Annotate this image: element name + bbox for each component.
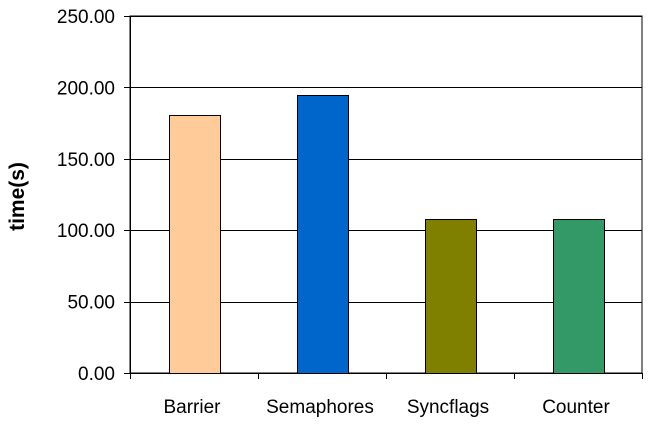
x-tick-label: Syncflags: [407, 397, 489, 418]
x-tick-label: Barrier: [163, 397, 221, 418]
y-tick-label: 100.00: [57, 221, 115, 242]
x-tick-label: Counter: [542, 397, 610, 418]
bar-semaphores: [297, 95, 349, 374]
bar-barrier: [169, 115, 221, 374]
bars: [169, 95, 605, 374]
y-tick-label: 0.00: [78, 364, 115, 385]
bar-syncflags: [425, 219, 477, 374]
x-axis-tick-labels: Barrier Semaphores Syncflags Counter: [163, 397, 610, 418]
y-tick-label: 150.00: [57, 150, 115, 171]
x-tick-label: Semaphores: [266, 397, 374, 418]
y-tick-label: 250.00: [57, 7, 115, 28]
y-tick-label: 200.00: [57, 78, 115, 99]
y-axis-title: time(s): [6, 162, 29, 231]
y-axis-tick-labels: 0.00 50.00 100.00 150.00 200.00 250.00: [57, 7, 115, 385]
axes: [124, 16, 643, 379]
y-tick-label: 50.00: [67, 293, 115, 314]
bar-counter: [553, 219, 605, 374]
